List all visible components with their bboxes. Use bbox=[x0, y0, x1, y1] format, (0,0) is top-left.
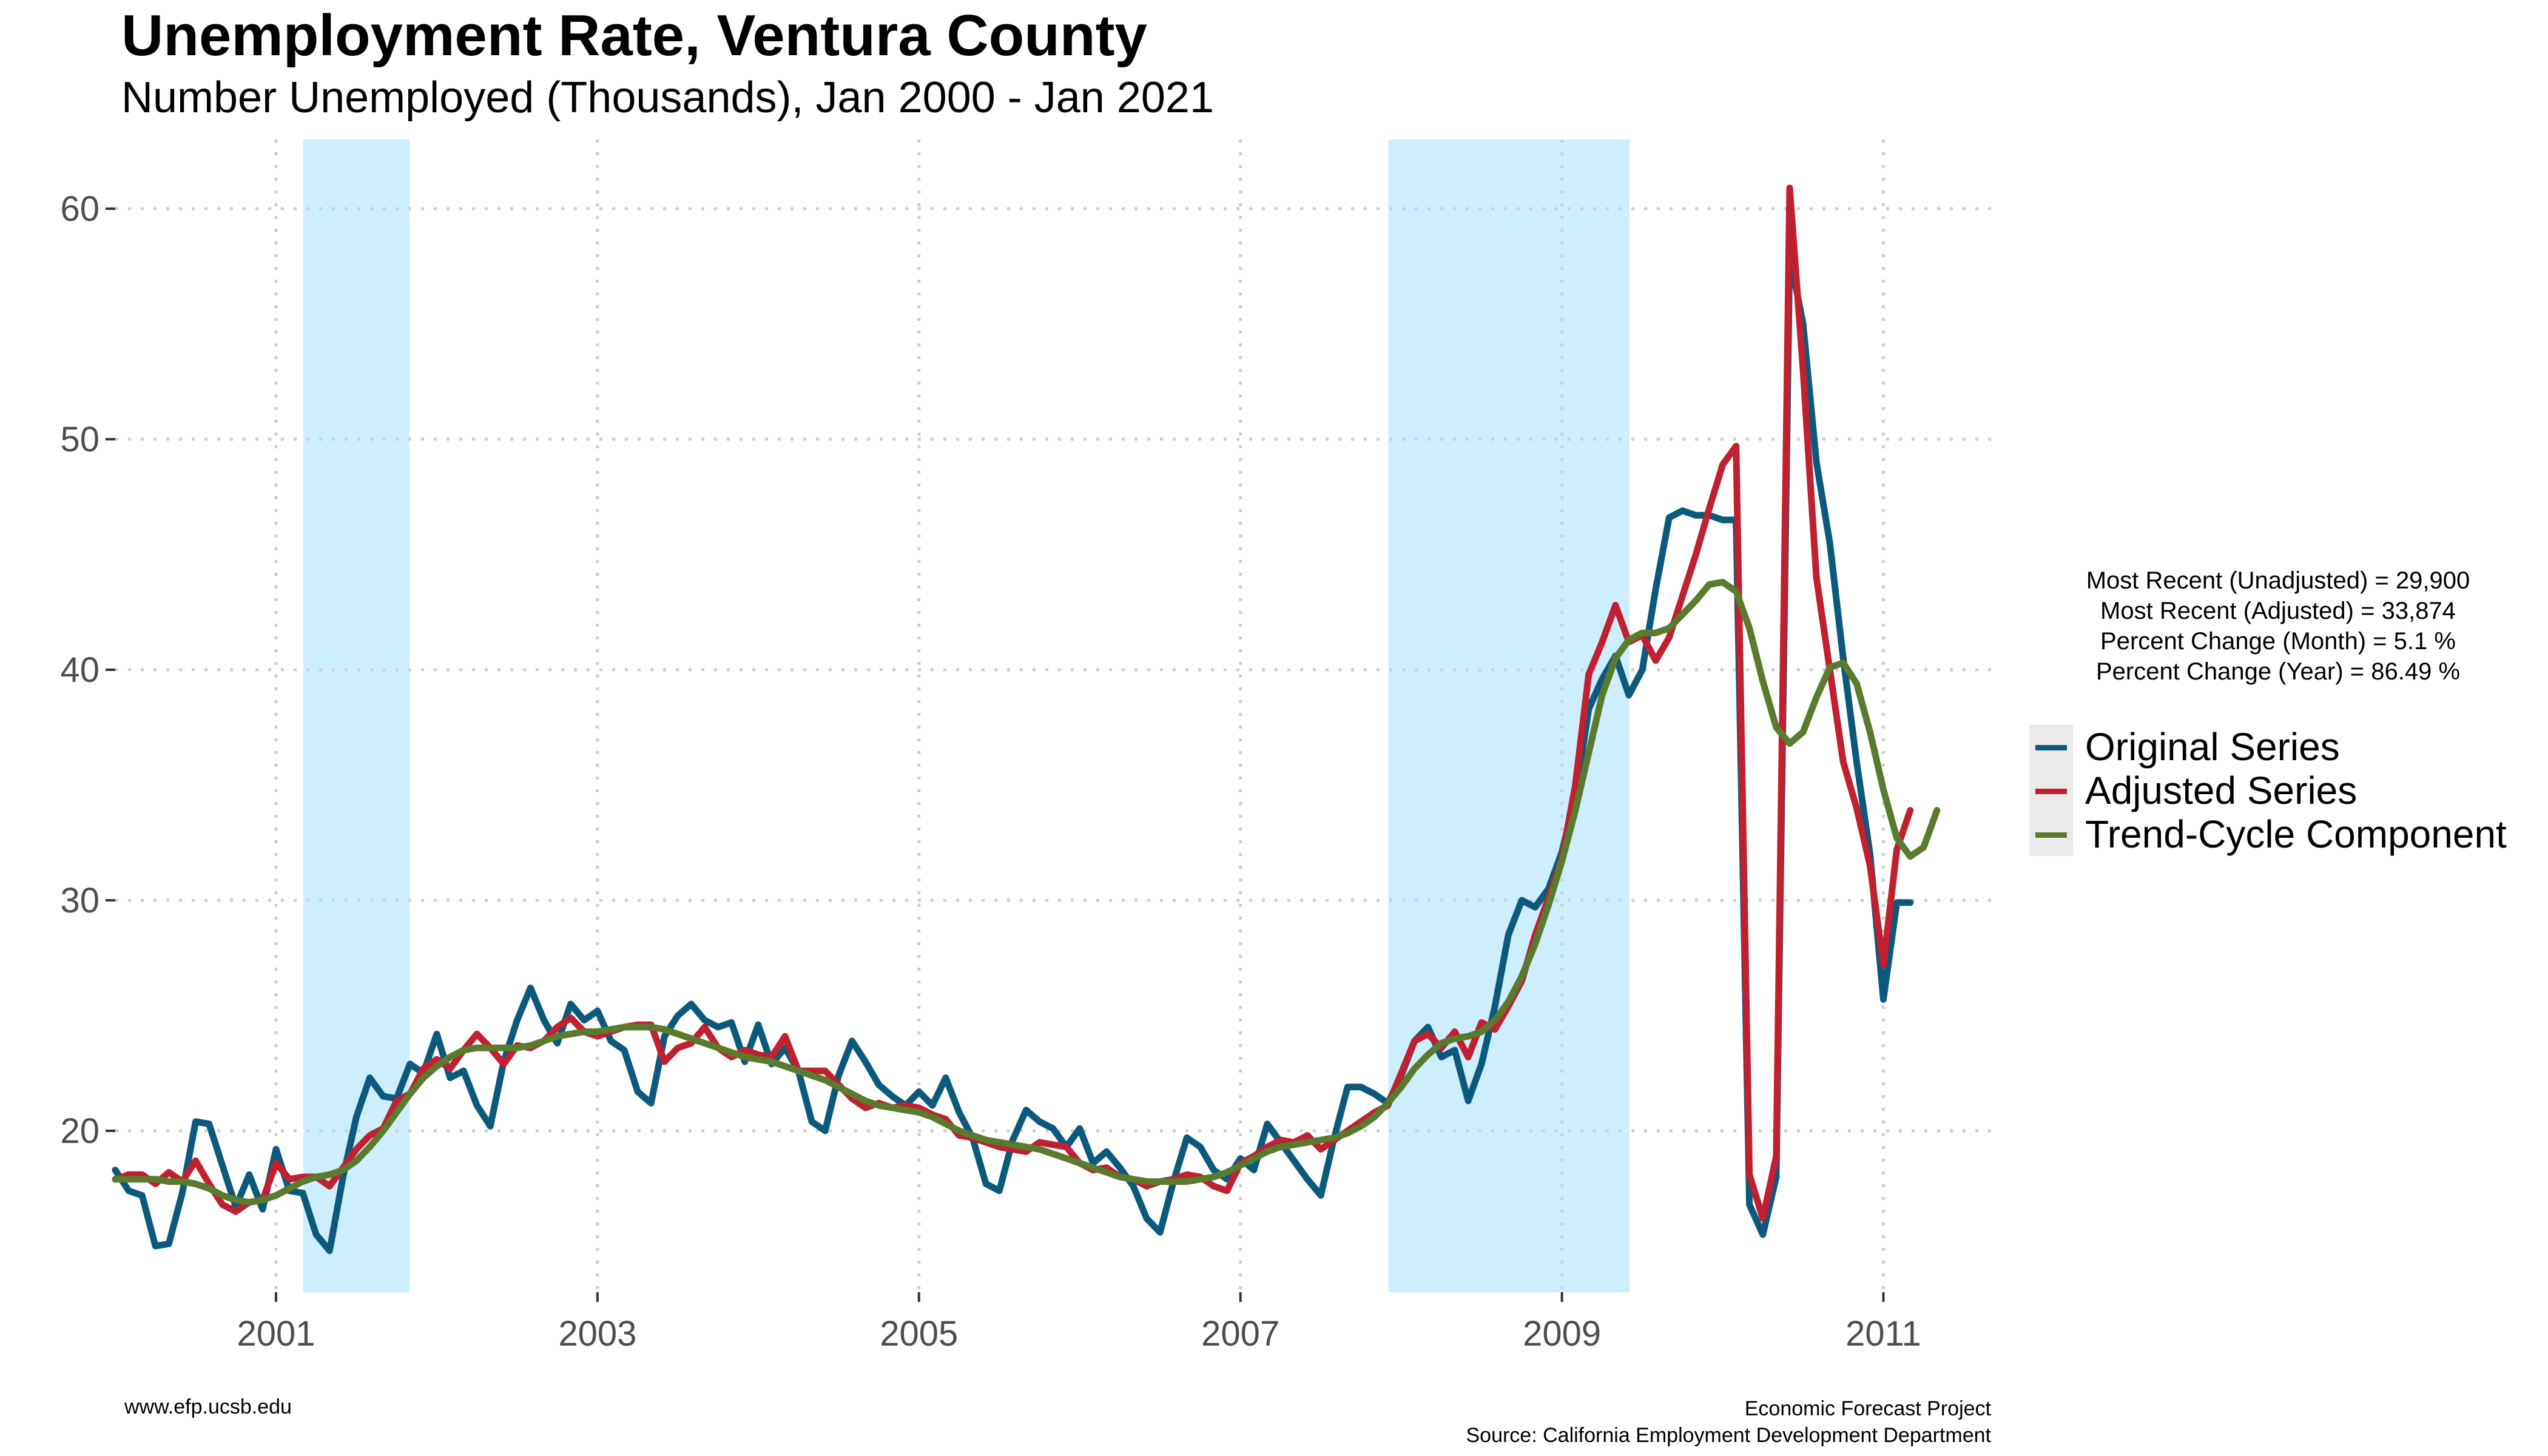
footer-source-line: Source: California Employment Developmen… bbox=[1466, 1424, 1991, 1447]
x-tick-label: 2001 bbox=[237, 1314, 315, 1353]
legend: Original Series Adjusted Series Trend-Cy… bbox=[2029, 725, 2507, 856]
recession-band-2 bbox=[1388, 140, 1630, 1292]
footer-source: Economic Forecast Project Source: Califo… bbox=[1466, 1395, 1991, 1449]
summary-stats: Most Recent (Unadjusted) = 29,900 Most R… bbox=[2002, 565, 2548, 687]
y-tick-label: 40 bbox=[60, 650, 99, 690]
chart-title: Unemployment Rate, Ventura County bbox=[121, 3, 1147, 68]
y-tick-label: 20 bbox=[60, 1111, 99, 1151]
legend-item-trend: Trend-Cycle Component bbox=[2029, 812, 2507, 856]
legend-item-original: Original Series bbox=[2029, 725, 2507, 769]
trend-cycle-line bbox=[112, 579, 1941, 1206]
footer-website: www.efp.ucsb.edu bbox=[124, 1395, 292, 1418]
stat-line-unadjusted: Most Recent (Unadjusted) = 29,900 bbox=[2086, 567, 2470, 594]
stat-line-adjusted: Most Recent (Adjusted) = 33,874 bbox=[2100, 598, 2456, 624]
legend-key-adjusted bbox=[2029, 769, 2073, 812]
stat-line-month-change: Percent Change (Month) = 5.1 % bbox=[2100, 628, 2456, 655]
legend-label-adjusted: Adjusted Series bbox=[2085, 769, 2358, 812]
stat-line-year-change: Percent Change (Year) = 86.49 % bbox=[2095, 658, 2461, 685]
grid bbox=[115, 140, 1996, 1292]
x-tick-label: 2009 bbox=[1523, 1314, 1601, 1353]
footer-project: Economic Forecast Project bbox=[1744, 1397, 1991, 1420]
legend-key-trend bbox=[2029, 812, 2073, 856]
legend-key-original bbox=[2029, 725, 2073, 769]
legend-label-original: Original Series bbox=[2085, 725, 2340, 769]
x-tick-label: 2007 bbox=[1201, 1314, 1279, 1353]
x-tick-label: 2011 bbox=[1845, 1314, 1921, 1353]
y-tick-label: 60 bbox=[60, 189, 99, 229]
axes: 20 30 40 50 60 2001 2003 2005 2007 2009 2011 bbox=[60, 189, 1921, 1353]
x-tick-label: 2003 bbox=[558, 1314, 636, 1353]
x-tick-label: 2005 bbox=[880, 1314, 958, 1353]
legend-label-trend: Trend-Cycle Component bbox=[2085, 812, 2507, 856]
y-tick-label: 50 bbox=[60, 420, 99, 459]
series-lines bbox=[112, 184, 1941, 1255]
legend-item-adjusted: Adjusted Series bbox=[2029, 769, 2507, 812]
chart-subtitle: Number Unemployed (Thousands), Jan 2000 … bbox=[121, 73, 1215, 122]
y-tick-label: 30 bbox=[60, 881, 99, 920]
